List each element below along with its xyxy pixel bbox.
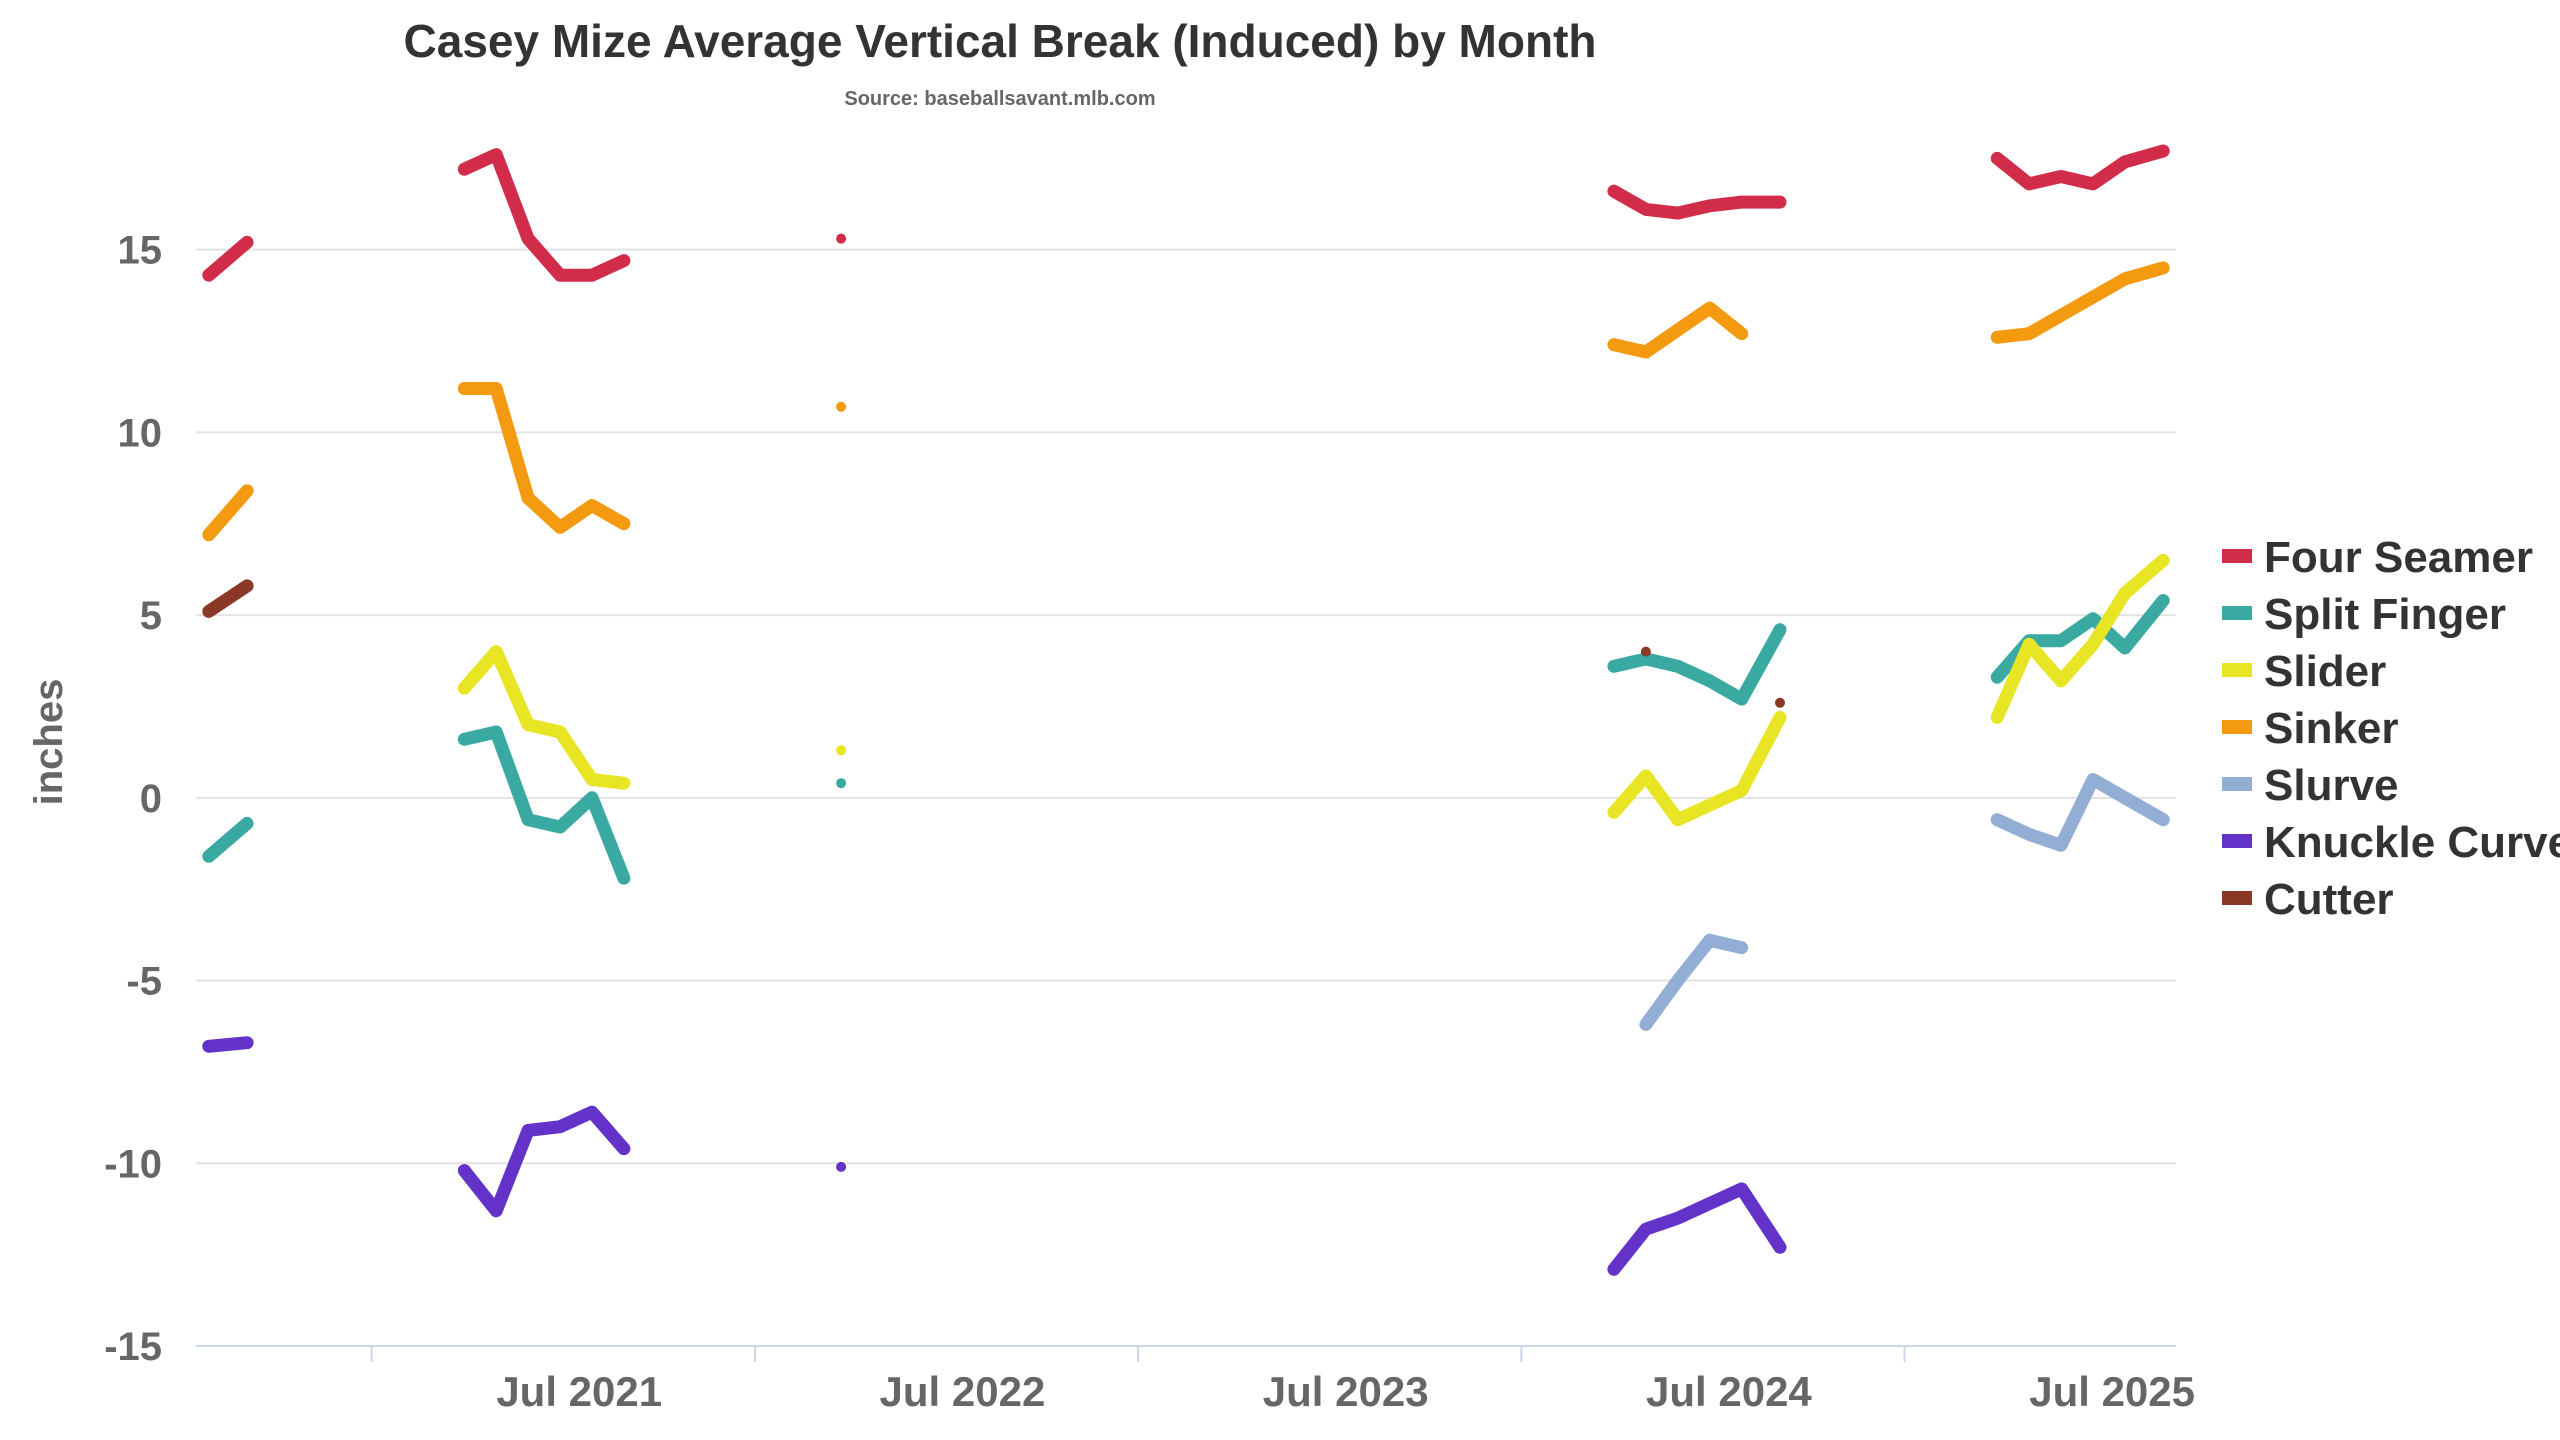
series-line-segment [457,645,631,790]
legend-swatch [2222,663,2252,677]
data-point [836,1161,847,1172]
x-tick-label: Jul 2025 [2029,1368,2195,1415]
legend-label: Sinker [2264,704,2399,753]
chart-title: Casey Mize Average Vertical Break (Induc… [403,15,1597,67]
legend-item[interactable]: Slider [2222,647,2386,696]
series-line-segment [1607,623,1787,706]
x-tick-label: Jul 2024 [1646,1368,1812,1415]
series-line-segment [1607,710,1787,827]
series-line-segment [202,484,254,542]
series-cutter [202,579,1785,708]
series-line-segment [1607,1182,1787,1276]
series-line-segment [202,816,254,863]
series-four-seamer [202,144,2170,282]
legend-swatch [2222,720,2252,734]
legend-label: Knuckle Curve [2264,818,2560,867]
series-slider [457,553,2170,827]
series-slurve [1639,773,2170,1031]
x-axis: 15 10 5 0 -5 -10 -15 Jul 2021 Jul 2022 Jul 2023 Ju… [104,229,2195,1415]
series-line-segment [457,1105,631,1218]
data-point [1640,646,1651,657]
y-tick-label: 5 [140,594,162,638]
legend-swatch [2222,606,2252,620]
x-tick-label: Jul 2022 [880,1368,1046,1415]
legend-item[interactable]: Cutter [2222,875,2394,924]
legend-swatch [2222,549,2252,563]
data-point [836,778,847,789]
y-tick-label: 10 [118,411,163,455]
legend-item[interactable]: Knuckle Curve [2222,818,2560,867]
series-line-segment [1990,553,2170,724]
legend-item[interactable]: Slurve [2222,761,2399,810]
series-line-segment [457,725,631,885]
legend-label: Slider [2264,647,2386,696]
series-line-segment [202,235,254,282]
chart-subtitle: Source: baseballsavant.mlb.com [844,88,1156,110]
series-line-segment [1607,301,1749,359]
y-axis-label: inches [27,679,71,806]
y-tick-label: -5 [126,960,162,1004]
series-line-segment [1639,933,1749,1031]
data-point [836,745,847,756]
legend: Four Seamer Split Finger Slider Sinker Slurv… [2222,533,2560,924]
series-knuckle-curve [202,1036,1787,1276]
grid-lines [196,248,2176,1165]
legend-swatch [2222,834,2252,848]
data-point [836,401,847,412]
legend-swatch [2222,777,2252,791]
series-line-segment [202,579,254,618]
series-line-segment [457,148,631,282]
legend-item[interactable]: Sinker [2222,704,2399,753]
series-line-segment [1990,144,2170,191]
x-tick-label: Jul 2023 [1263,1368,1429,1415]
y-tick-label: 0 [140,777,162,821]
series-line-segment [1990,261,2170,344]
series-lines [202,144,2170,1276]
y-tick-label: 15 [118,229,163,273]
series-line-segment [202,1036,254,1053]
legend-label: Four Seamer [2264,533,2533,582]
legend-swatch [2222,891,2252,905]
legend-label: Slurve [2264,761,2399,810]
legend-label: Cutter [2264,875,2394,924]
series-line-segment [1990,773,2170,852]
legend-item[interactable]: Split Finger [2222,590,2506,639]
series-split-finger [202,594,2170,885]
y-tick-label: -15 [104,1325,162,1369]
series-sinker [202,261,2170,542]
y-tick-label: -10 [104,1142,162,1186]
series-line-segment [1607,184,1787,220]
x-tick-label: Jul 2021 [496,1368,662,1415]
legend-label: Split Finger [2264,590,2506,639]
data-point [1775,697,1785,708]
series-line-segment [457,382,631,534]
legend-item[interactable]: Four Seamer [2222,533,2533,582]
data-point [836,233,847,244]
